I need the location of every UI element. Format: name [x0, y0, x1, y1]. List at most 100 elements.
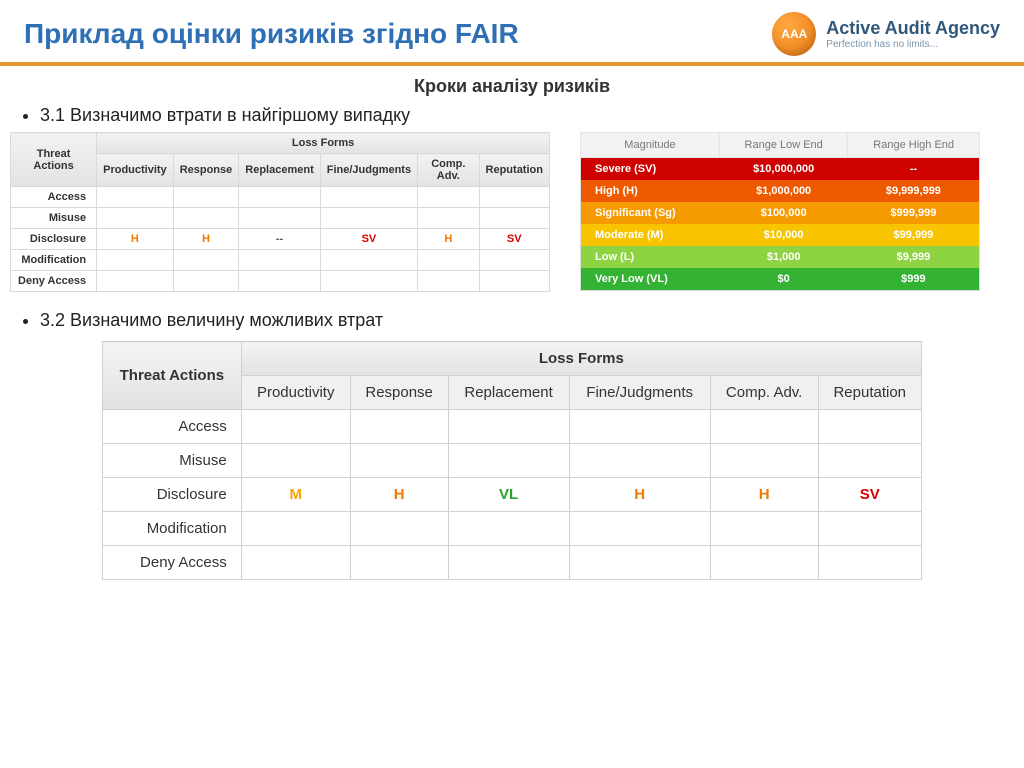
- mag-low: $100,000: [719, 202, 847, 224]
- cell: [818, 444, 922, 478]
- mag-label: Low (L): [581, 246, 720, 268]
- col-header: Fine/Judgments: [320, 154, 417, 187]
- cell: SV: [818, 478, 922, 512]
- row-3-1: Threat ActionsLoss FormsProductivityResp…: [0, 132, 1024, 292]
- mag-label: Significant (Sg): [581, 202, 720, 224]
- col-header: Reputation: [479, 154, 549, 187]
- cell: [569, 444, 710, 478]
- mag-low: $1,000,000: [719, 180, 847, 202]
- row-header: Access: [103, 410, 242, 444]
- cell: [239, 208, 320, 229]
- cell: [173, 250, 239, 271]
- cell: [818, 546, 922, 580]
- cell: [350, 546, 448, 580]
- col-header: Replacement: [448, 376, 569, 410]
- cell: [479, 187, 549, 208]
- cell: [418, 187, 479, 208]
- cell: [448, 444, 569, 478]
- mag-high: $9,999,999: [848, 180, 980, 202]
- mag-low: $0: [719, 268, 847, 291]
- cell: [241, 512, 350, 546]
- cell: [239, 271, 320, 292]
- bullet-3-1: 3.1 Визначимо втрати в найгіршому випадк…: [40, 105, 1024, 126]
- mag-low: $1,000: [719, 246, 847, 268]
- bullet-list-2: 3.2 Визначимо величину можливих втрат: [40, 310, 1024, 331]
- loss-forms-header: Loss Forms: [241, 342, 921, 376]
- cell: [97, 208, 174, 229]
- cell: [241, 410, 350, 444]
- cell: [320, 250, 417, 271]
- cell: [350, 512, 448, 546]
- row-header: Deny Access: [103, 546, 242, 580]
- cell: [350, 444, 448, 478]
- cell: H: [710, 478, 818, 512]
- page-title: Приклад оцінки ризиків згідно FAIR: [24, 18, 519, 50]
- cell: [241, 546, 350, 580]
- cell: VL: [448, 478, 569, 512]
- header: Приклад оцінки ризиків згідно FAIR AAA A…: [0, 0, 1024, 60]
- magnitude-table: MagnitudeRange Low EndRange High EndSeve…: [580, 132, 980, 291]
- brand-name: Active Audit Agency: [826, 18, 1000, 39]
- cell: [239, 187, 320, 208]
- cell: H: [97, 229, 174, 250]
- cell: [320, 187, 417, 208]
- col-header: Productivity: [97, 154, 174, 187]
- threat-actions-header: Threat Actions: [11, 133, 97, 187]
- row-header: Modification: [11, 250, 97, 271]
- cell: [320, 208, 417, 229]
- cell: H: [173, 229, 239, 250]
- col-header: Response: [173, 154, 239, 187]
- cell: [479, 208, 549, 229]
- col-header: Fine/Judgments: [569, 376, 710, 410]
- col-header: Comp. Adv.: [710, 376, 818, 410]
- brand-text: Active Audit Agency Perfection has no li…: [826, 18, 1000, 50]
- brand-tagline: Perfection has no limits...: [826, 39, 1000, 50]
- mag-label: Very Low (VL): [581, 268, 720, 291]
- mag-label: High (H): [581, 180, 720, 202]
- mag-high: $999,999: [848, 202, 980, 224]
- mag-label: Severe (SV): [581, 158, 720, 181]
- mag-label: Moderate (M): [581, 224, 720, 246]
- row-header: Modification: [103, 512, 242, 546]
- brand-logo-icon: AAA: [772, 12, 816, 56]
- cell: [569, 410, 710, 444]
- cell: [173, 187, 239, 208]
- cell: H: [418, 229, 479, 250]
- row-header: Disclosure: [11, 229, 97, 250]
- cell: [97, 250, 174, 271]
- cell: [569, 512, 710, 546]
- cell: [173, 208, 239, 229]
- cell: [448, 410, 569, 444]
- col-header: Replacement: [239, 154, 320, 187]
- col-header: Productivity: [241, 376, 350, 410]
- bullet-3-2: 3.2 Визначимо величину можливих втрат: [40, 310, 1024, 331]
- cell: [818, 410, 922, 444]
- loss-forms-header: Loss Forms: [97, 133, 550, 154]
- cell: [710, 410, 818, 444]
- row-header: Misuse: [103, 444, 242, 478]
- brand: AAA Active Audit Agency Perfection has n…: [772, 12, 1000, 56]
- cell: [818, 512, 922, 546]
- cell: [479, 271, 549, 292]
- row-header: Deny Access: [11, 271, 97, 292]
- threat-actions-header: Threat Actions: [103, 342, 242, 410]
- col-header: Comp. Adv.: [418, 154, 479, 187]
- cell: [241, 444, 350, 478]
- mag-col-header: Range High End: [848, 133, 980, 158]
- header-rule: [0, 62, 1024, 66]
- cell: [239, 250, 320, 271]
- cell: [97, 187, 174, 208]
- row-header: Access: [11, 187, 97, 208]
- cell: [710, 512, 818, 546]
- cell: [448, 546, 569, 580]
- cell: H: [350, 478, 448, 512]
- cell: M: [241, 478, 350, 512]
- cell: [320, 271, 417, 292]
- row-header: Disclosure: [103, 478, 242, 512]
- mag-col-header: Magnitude: [581, 133, 720, 158]
- mag-high: $99,999: [848, 224, 980, 246]
- cell: H: [569, 478, 710, 512]
- cell: SV: [479, 229, 549, 250]
- mag-low: $10,000,000: [719, 158, 847, 181]
- cell: [710, 546, 818, 580]
